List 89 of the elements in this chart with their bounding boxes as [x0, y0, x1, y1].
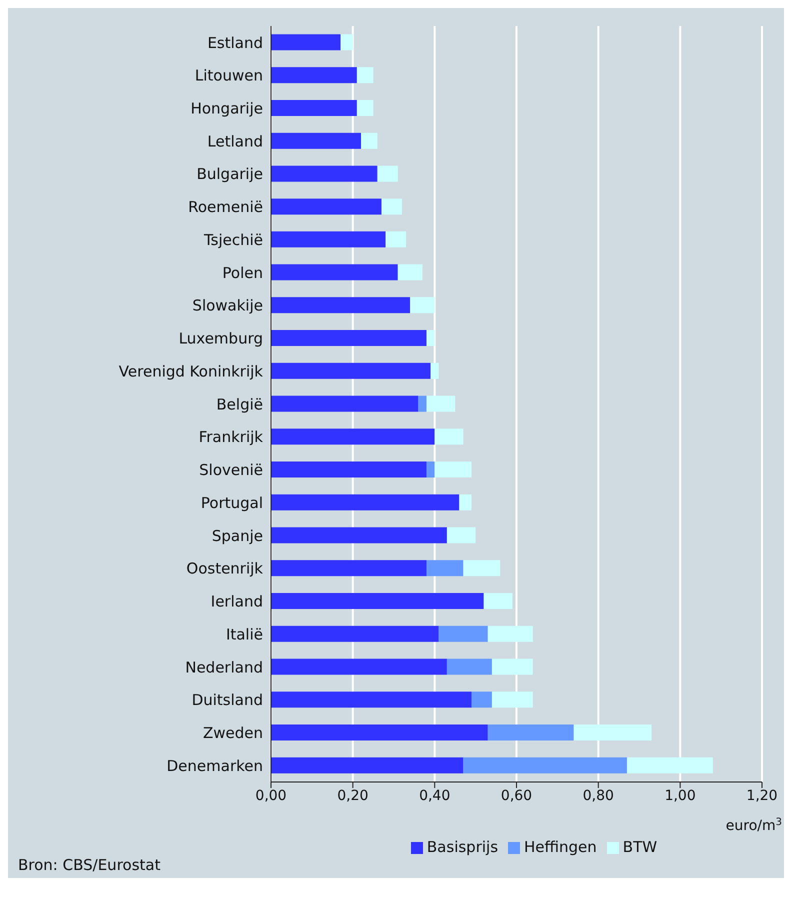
y-tick-label: België: [216, 395, 263, 414]
bar: [398, 264, 422, 280]
bar: [356, 100, 374, 116]
bar: [271, 198, 382, 215]
bar: [271, 462, 426, 478]
bar: [340, 34, 353, 50]
x-tick-label: 0,60: [500, 788, 532, 804]
bar: [426, 462, 435, 478]
bar: [271, 593, 484, 609]
y-tick-label: Nederland: [185, 658, 263, 676]
y-tick-label: Spanje: [212, 526, 263, 545]
y-tick-label: Portugal: [200, 494, 263, 512]
bar: [446, 527, 476, 544]
bar: [271, 362, 431, 379]
y-tick-label: Bulgarije: [196, 165, 263, 184]
y-tick-label: Tsjechië: [202, 230, 263, 249]
bar: [271, 264, 398, 280]
bar: [434, 428, 464, 445]
y-tick-label: Hongarije: [190, 100, 263, 118]
y-tick-label: Polen: [222, 264, 263, 282]
bar: [271, 297, 410, 314]
y-tick-label: Slowakije: [192, 296, 263, 315]
legend-label: Basisprijs: [426, 838, 498, 856]
y-tick-label: Duitsland: [192, 691, 263, 710]
y-tick-label: Roemenië: [188, 198, 263, 216]
bar: [271, 560, 426, 576]
bar: [271, 428, 435, 445]
y-tick-label: Litouwen: [194, 66, 263, 85]
y-tick-label: Letland: [207, 132, 263, 150]
bar: [271, 724, 488, 740]
y-tick-label: Luxemburg: [178, 330, 263, 348]
bar: [426, 330, 435, 346]
bar: [271, 658, 447, 675]
bar: [271, 396, 418, 412]
x-tick-label: 1,20: [746, 788, 778, 804]
y-tick-label: Denemarken: [166, 756, 263, 775]
bar: [356, 67, 374, 84]
bar: [271, 100, 357, 116]
bar: [410, 297, 435, 314]
legend-label: Heffingen: [524, 838, 597, 856]
bar: [271, 494, 460, 510]
bar: [418, 396, 426, 412]
bar: [626, 757, 713, 774]
bar: [438, 626, 488, 642]
bar: [463, 560, 500, 576]
bar: [377, 166, 398, 182]
y-tick-label: Estland: [207, 34, 263, 52]
bar: [430, 362, 439, 379]
y-tick-label: Zweden: [202, 724, 263, 742]
bar: [492, 692, 533, 708]
bar: [386, 231, 406, 248]
y-tick-label: Frankrijk: [198, 428, 264, 446]
bar: [463, 757, 627, 774]
bar: [426, 396, 456, 412]
bar: [471, 692, 492, 708]
y-tick-label: Verenigd Koninkrijk: [118, 362, 264, 380]
bar: [271, 132, 362, 149]
bar: [271, 34, 341, 50]
y-tick-label: Oostenrijk: [186, 560, 264, 578]
text: Bron: CBS/Eurostat: [17, 856, 162, 874]
bar: [574, 724, 652, 740]
y-tick-label: Ierland: [210, 592, 263, 611]
bar: [271, 527, 447, 544]
bar: [271, 231, 386, 248]
x-axis-title: euro/m$^{3}$: [726, 816, 782, 834]
bar: [426, 560, 464, 576]
bar: [446, 658, 492, 675]
x-tick-label: 0,80: [582, 788, 614, 804]
bar: [488, 626, 533, 642]
bar: [488, 724, 574, 740]
bar: [381, 198, 402, 215]
bar: [492, 658, 533, 675]
bar: [361, 132, 378, 149]
bar: [271, 166, 378, 182]
x-tick-label: 0,20: [337, 788, 368, 804]
bar: [271, 692, 472, 708]
y-tick-label: Slovenië: [199, 461, 263, 480]
x-tick-label: 1,00: [664, 788, 696, 804]
y-tick-label: Italië: [226, 625, 263, 644]
bar: [271, 626, 439, 642]
bar: [271, 757, 464, 774]
bar: [459, 494, 472, 510]
bar: [271, 330, 426, 346]
x-tick-label: 0,00: [255, 788, 287, 804]
legend-label: BTW: [622, 838, 658, 856]
bar: [271, 67, 357, 84]
x-tick-label: 0,40: [419, 788, 450, 804]
bar: [484, 593, 512, 609]
bar: [434, 462, 472, 478]
